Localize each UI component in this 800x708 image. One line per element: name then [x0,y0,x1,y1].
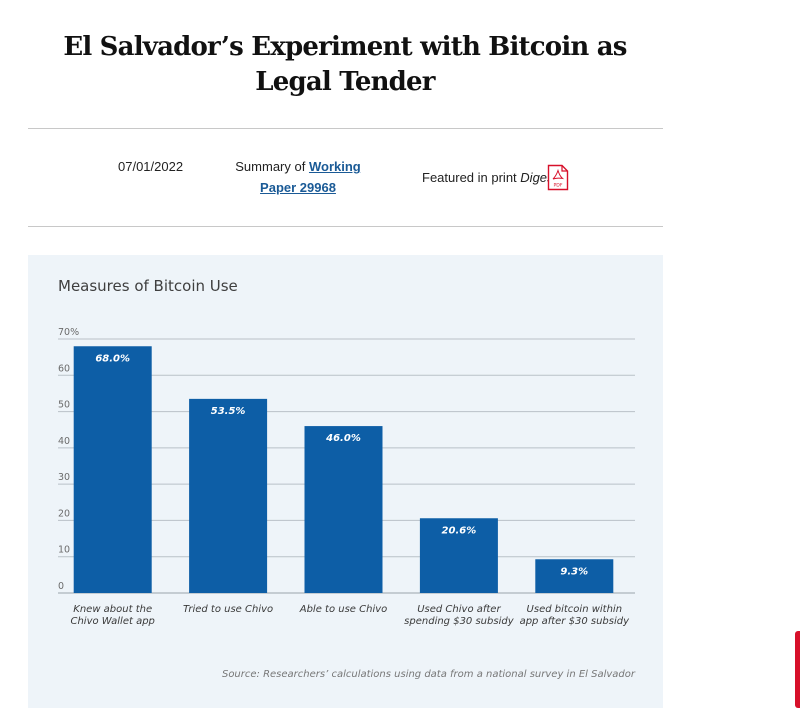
x-category-line: app after $30 subsidy [520,616,631,627]
x-category-line: spending $30 subsidy [404,616,515,627]
y-tick-label: 40 [58,436,70,447]
x-category-line: Able to use Chivo [299,604,388,615]
y-tick-label: 10 [58,545,70,556]
x-category-label: Used bitcoin within app after $30 subsidy [520,604,631,627]
top-divider [28,128,663,129]
y-tick-label: 60 [58,363,70,374]
pdf-icon[interactable]: PDF [547,164,569,191]
pdf-badge-text: PDF [554,183,563,189]
publish-date: 07/01/2022 [118,159,184,174]
x-category-label: Used Chivo after spending $30 subsidy [404,604,515,627]
x-category-line: Used Chivo after [417,604,501,615]
chart-panel: Measures of Bitcoin Use 0 10 20 30 40 50 60 70%… [28,255,663,708]
bar-value-label: 46.0% [325,433,361,444]
edge-accent [795,631,800,708]
x-category-line: Knew about the [73,604,152,615]
bar-value-label: 53.5% [211,406,246,417]
y-tick-label: 0 [58,581,64,592]
summary-prefix: Summary of [235,159,306,174]
bar [535,559,614,593]
x-category-label: Tried to use Chivo [183,604,273,615]
x-category-label: Able to use Chivo [299,604,388,615]
bottom-divider [28,226,663,227]
bar [419,518,498,593]
x-category-line: Chivo Wallet app [70,616,154,627]
chart-source: Source: Researchers’ calculations using … [221,669,635,680]
y-tick-label: 70% [58,327,79,338]
article-title: El Salvador’s Experiment with Bitcoin as… [63,32,627,97]
bar-value-label: 20.6% [442,525,477,536]
working-paper-link[interactable]: Working Paper 29968 [260,159,361,195]
chart-title: Measures of Bitcoin Use [58,277,238,295]
bar-chart: 0 10 20 30 40 50 60 70% 68.0% Knew about the Chivo… [58,327,635,627]
bar-value-label: 9.3% [560,566,588,577]
y-tick-label: 30 [58,472,70,483]
bar [189,398,268,593]
featured-prefix: Featured in print [422,170,517,185]
bar-value-label: 68.0% [95,353,130,364]
x-category-label: Knew about the Chivo Wallet app [70,604,154,627]
bar [73,346,152,593]
featured-in-print: Featured in print Digest [422,167,557,188]
x-category-line: Tried to use Chivo [183,604,273,615]
bar [304,426,383,593]
summary-of: Summary of Working Paper 29968 [222,156,374,198]
y-tick-label: 20 [58,508,70,519]
x-category-line: Used bitcoin within [527,604,623,615]
y-tick-label: 50 [58,400,70,411]
